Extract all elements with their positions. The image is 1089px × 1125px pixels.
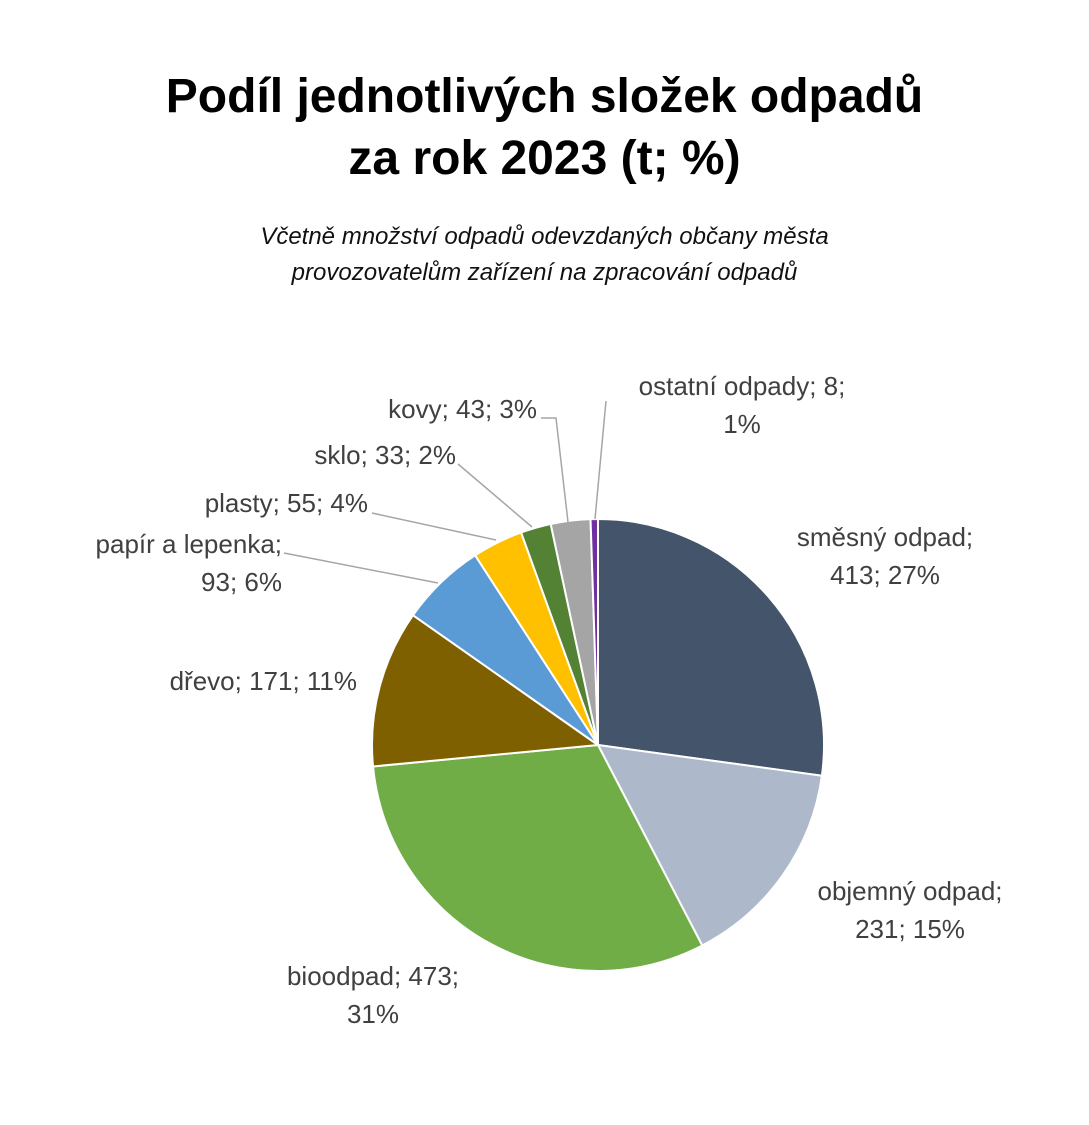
chart-title-line-2: za rok 2023 (t; %) <box>348 132 741 185</box>
leader-line-ostatni-odpady <box>594 400 607 520</box>
data-label-line: bioodpad; 473; <box>287 961 459 991</box>
data-label-line: 413; 27% <box>830 560 940 590</box>
pie-slice-objemny-odpad <box>596 743 824 947</box>
leader-line-papir-a-lepenka <box>283 552 439 584</box>
data-label-line: dřevo; 171; 11% <box>170 666 357 696</box>
pie-slice-bioodpad <box>371 743 704 972</box>
pie-slice-drevo <box>371 613 601 768</box>
data-label-line: směsný odpad; <box>797 522 973 552</box>
data-label-papir-a-lepenka: papír a lepenka; 93; 6% <box>96 529 282 597</box>
pie-slice-ostatni-odpady <box>589 517 599 746</box>
data-label-plasty: plasty; 55; 4% <box>205 488 368 518</box>
chart-subtitle-line-2: provozovatelům zařízení na zpracování od… <box>291 259 798 286</box>
data-label-line: kovy; 43; 3% <box>388 394 537 424</box>
leader-line-plasty <box>371 512 497 541</box>
chart-subtitle-line-1: Včetně množství odpadů odevzdaných občan… <box>260 223 829 250</box>
data-label-line: objemný odpad; <box>817 876 1002 906</box>
data-label-smesny-odpad: směsný odpad; 413; 27% <box>797 522 973 590</box>
data-label-drevo: dřevo; 171; 11% <box>170 666 357 696</box>
data-label-line: plasty; 55; 4% <box>205 488 368 518</box>
data-label-kovy: kovy; 43; 3% <box>388 394 537 424</box>
chart-title-line-1: Podíl jednotlivých složek odpadů <box>165 70 924 123</box>
chart-subtitle: Včetně množství odpadů odevzdaných občan… <box>0 219 1089 291</box>
pie-slices <box>371 517 825 972</box>
leader-lines <box>283 400 607 584</box>
pie-slice-smesny-odpad <box>597 517 825 777</box>
data-label-objemny-odpad: objemný odpad; 231; 15% <box>817 876 1002 944</box>
data-label-bioodpad: bioodpad; 473; 31% <box>287 961 459 1029</box>
leader-line-sklo <box>457 463 533 528</box>
chart-title: Podíl jednotlivých složek odpadů za rok … <box>0 66 1089 190</box>
data-label-line: 231; 15% <box>855 914 965 944</box>
data-label-sklo: sklo; 33; 2% <box>314 440 456 470</box>
data-label-line: ostatní odpady; 8; <box>639 371 846 401</box>
data-label-line: sklo; 33; 2% <box>314 440 456 470</box>
data-label-ostatni-odpady: ostatní odpady; 8; 1% <box>639 371 846 439</box>
data-label-line: 1% <box>723 409 761 439</box>
data-label-line: papír a lepenka; <box>96 529 282 559</box>
data-label-line: 31% <box>347 999 399 1029</box>
leader-line-kovy <box>541 417 569 523</box>
data-label-line: 93; 6% <box>201 567 282 597</box>
data-labels: směsný odpad; 413; 27% objemný odpad; 231; … <box>96 371 1003 1029</box>
